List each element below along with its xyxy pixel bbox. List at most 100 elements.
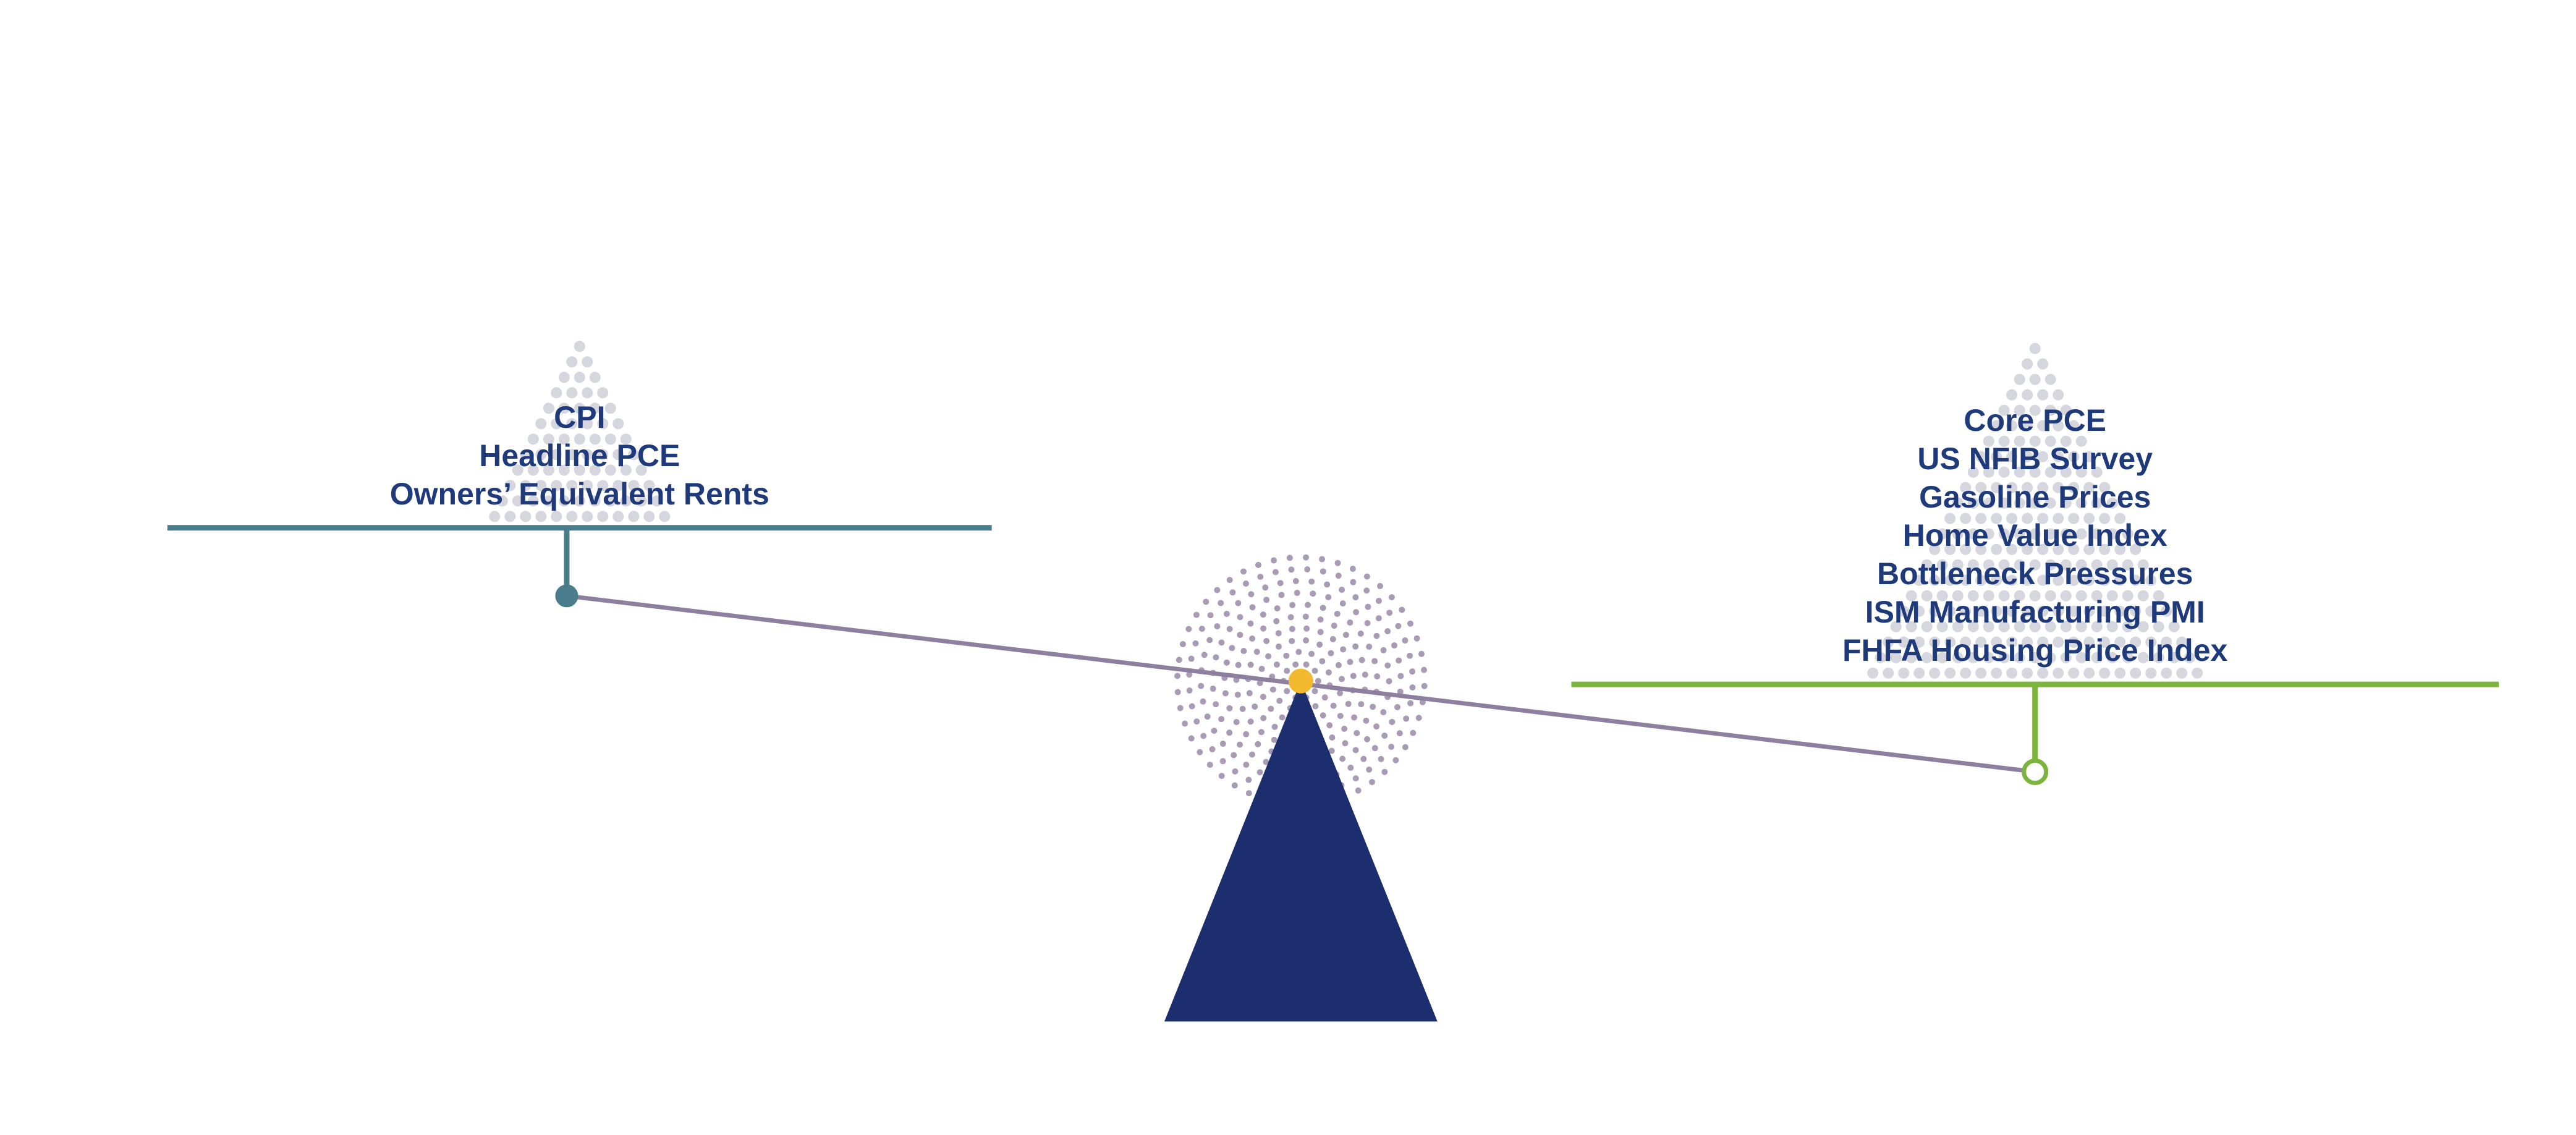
left-pile-dot [597,387,608,398]
fulcrum-halo-dot [1336,572,1342,579]
left-pile-dot [551,387,562,398]
fulcrum-halo-dot [1388,744,1394,750]
right-pile-dot [1944,668,1955,679]
fulcrum-halo-dot [1295,649,1302,655]
fulcrum-halo-dot [1339,676,1345,682]
right-pile-label-5: ISM Manufacturing PMI [1865,597,2205,627]
fulcrum-halo-dot [1399,606,1405,613]
fulcrum-halo-dot [1278,592,1284,598]
fulcrum-halo-dot [1372,745,1378,751]
fulcrum-halo-dot [1359,657,1365,663]
fulcrum-halo-dot [1227,577,1233,583]
fulcrum-halo-dot [1218,716,1224,722]
fulcrum-halo-dot [1174,673,1180,679]
fulcrum-halo-dot [1237,632,1243,638]
fulcrum-halo-dot [1234,719,1240,725]
fulcrum-halo-dot [1237,614,1243,620]
fulcrum-halo-dot [1210,686,1216,692]
fulcrum-halo-dot [1260,694,1266,700]
fulcrum-halo-dot [1257,769,1263,775]
fulcrum-halo-dot [1201,652,1208,658]
fulcrum-halo-dot [1268,706,1274,712]
fulcrum-halo-dot [1235,600,1241,606]
fulcrum-halo-dot [1188,656,1195,662]
fulcrum-halo-dot [1214,623,1220,629]
fulcrum-halo-dot [1248,718,1254,725]
fulcrum-halo-dot [1274,605,1281,611]
right-pile-dot [1929,668,1940,679]
left-pile-dot [504,511,515,522]
fulcrum-halo-dot [1263,638,1269,644]
fulcrum-halo-dot [1376,615,1382,621]
fulcrum-halo-dot [1276,630,1282,636]
fulcrum-halo-dot [1324,581,1330,587]
right-pile-dot [1991,668,2002,679]
left-pile-dot [597,511,608,522]
fulcrum-halo-dot [1272,724,1278,730]
left-pile-dot [590,372,601,383]
fulcrum-halo-dot [1340,646,1346,652]
fulcrum-halo-dot [1240,706,1246,712]
fulcrum-halo-dot [1255,741,1261,747]
fulcrum-halo-dot [1373,723,1379,729]
fulcrum-halo-dot [1319,658,1325,665]
fulcrum-halo-dot [1220,758,1226,764]
fulcrum-halo-dot [1224,611,1230,617]
fulcrum-halo-dot [1386,678,1392,684]
fulcrum-halo-dot [1305,602,1311,608]
fulcrum-halo-dot [1376,598,1382,604]
fulcrum-halo-dot [1260,626,1266,632]
left-pile-dot [612,511,624,522]
fulcrum-halo-dot [1350,673,1357,679]
fulcrum-halo-dot [1310,590,1316,597]
fulcrum-halo-dot [1366,767,1372,773]
left-pile-dot [659,511,670,522]
fulcrum-halo-dot [1311,668,1318,674]
left-pile-dot [520,511,531,522]
left-pile-dot [566,387,577,398]
right-pile-dot [1898,668,1909,679]
fulcrum-halo-dot [1370,704,1376,710]
fulcrum-halo-dot [1198,683,1204,689]
fulcrum-halo-dot [1391,642,1397,648]
fulcrum-halo-dot [1288,566,1294,572]
right-pile-label-2: Gasoline Prices [1919,482,2151,512]
fulcrum-halo-dot [1240,568,1247,574]
fulcrum-halo-dot [1284,688,1290,694]
right-pile-dot [2083,668,2095,679]
fulcrum-halo-dot [1180,641,1186,647]
fulcrum-halo-dot [1214,587,1220,593]
fulcrum-halo-dot [1397,673,1404,679]
right-pile-label-4: Bottleneck Pressures [1877,558,2193,589]
right-pile-dot [2130,668,2141,679]
fulcrum-halo-dot [1325,594,1331,600]
fulcrum-halo-dot [1220,741,1226,747]
fulcrum-halo-dot [1292,661,1299,668]
fulcrum-halo-dot [1366,644,1372,650]
right-pile-dot [2037,389,2048,401]
fulcrum-halo-dot [1232,768,1238,775]
fulcrum-halo-dot [1263,597,1269,603]
fulcrum-halo-dot [1259,666,1265,672]
fulcrum-halo-dot [1249,751,1255,757]
fulcrum-halo-dot [1303,555,1309,561]
fulcrum-halo-dot [1273,618,1279,624]
seesaw-infographic: CPIHeadline PCEOwners’ Equivalent RentsC… [0,0,2576,1135]
right-bob [2024,760,2046,783]
fulcrum-halo-dot [1277,580,1284,586]
fulcrum-halo-dot [1421,683,1428,689]
fulcrum-halo-dot [1326,722,1332,728]
fulcrum-halo-dot [1339,587,1345,593]
fulcrum-halo-dot [1365,620,1371,626]
fulcrum-halo-dot [1289,626,1295,632]
fulcrum-halo-dot [1418,651,1425,657]
fulcrum-halo-dot [1315,678,1321,684]
fulcrum-halo-dot [1339,755,1345,762]
fulcrum-halo-dot [1371,658,1378,664]
fulcrum-halo-dot [1218,639,1224,645]
fulcrum-halo-dot [1358,701,1364,707]
fulcrum-halo-dot [1374,673,1380,679]
fulcrum-halo-dot [1355,788,1362,794]
left-pile-dot [628,511,639,522]
right-pile-dot [2030,374,2041,385]
